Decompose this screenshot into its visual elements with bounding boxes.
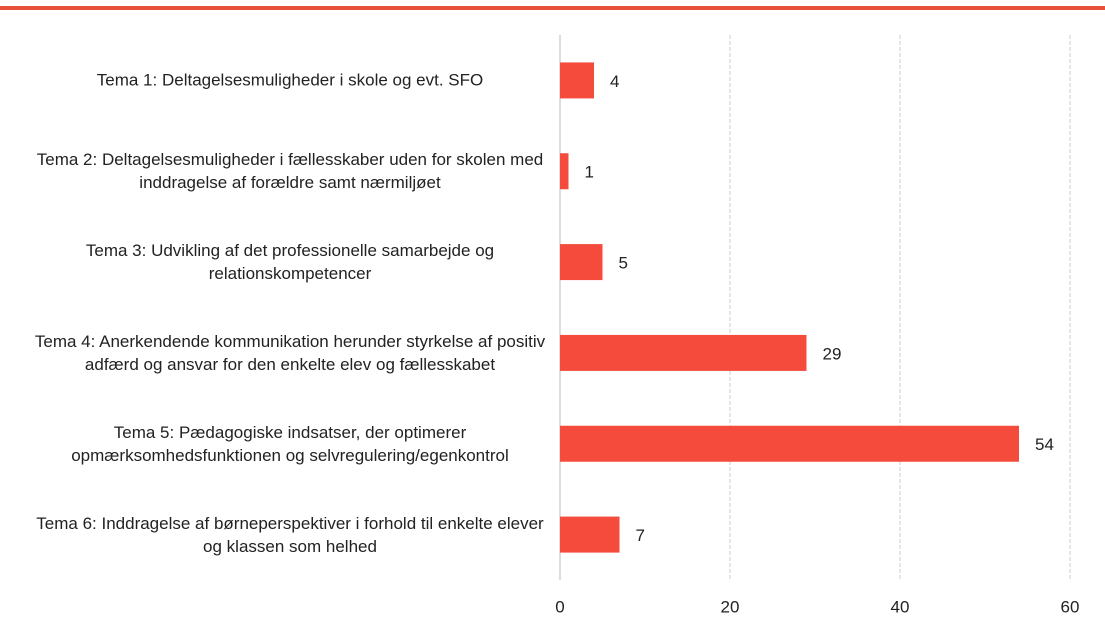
bar [560,516,620,553]
category-label: Tema 5: Pædagogiske indsatser, der optim… [71,422,509,465]
value-label: 54 [1035,435,1054,454]
value-label: 29 [823,344,842,363]
category-label: Tema 4: Anerkendende kommunikation herun… [34,331,546,374]
x-tick-label: 20 [721,597,740,616]
x-tick-label: 40 [891,597,910,616]
x-tick-label: 0 [555,597,564,616]
bar [560,153,569,190]
value-label: 4 [610,72,619,91]
category-label: Tema 2: Deltagelsesmuligheder i fællessk… [36,150,544,193]
category-label: Tema 6: Inddragelse af børneperspektiver… [36,513,544,556]
value-label: 7 [636,526,645,545]
bar [560,425,1019,462]
top-rule [0,6,1105,10]
value-label: 1 [585,163,594,182]
bar [560,62,594,99]
category-label: Tema 3: Udvikling af det professionelle … [85,241,495,284]
x-tick-label: 60 [1061,597,1080,616]
bar [560,334,807,371]
value-label: 5 [619,254,628,273]
category-label: Tema 1: Deltagelsesmuligheder i skole og… [96,70,484,90]
bar [560,244,603,281]
